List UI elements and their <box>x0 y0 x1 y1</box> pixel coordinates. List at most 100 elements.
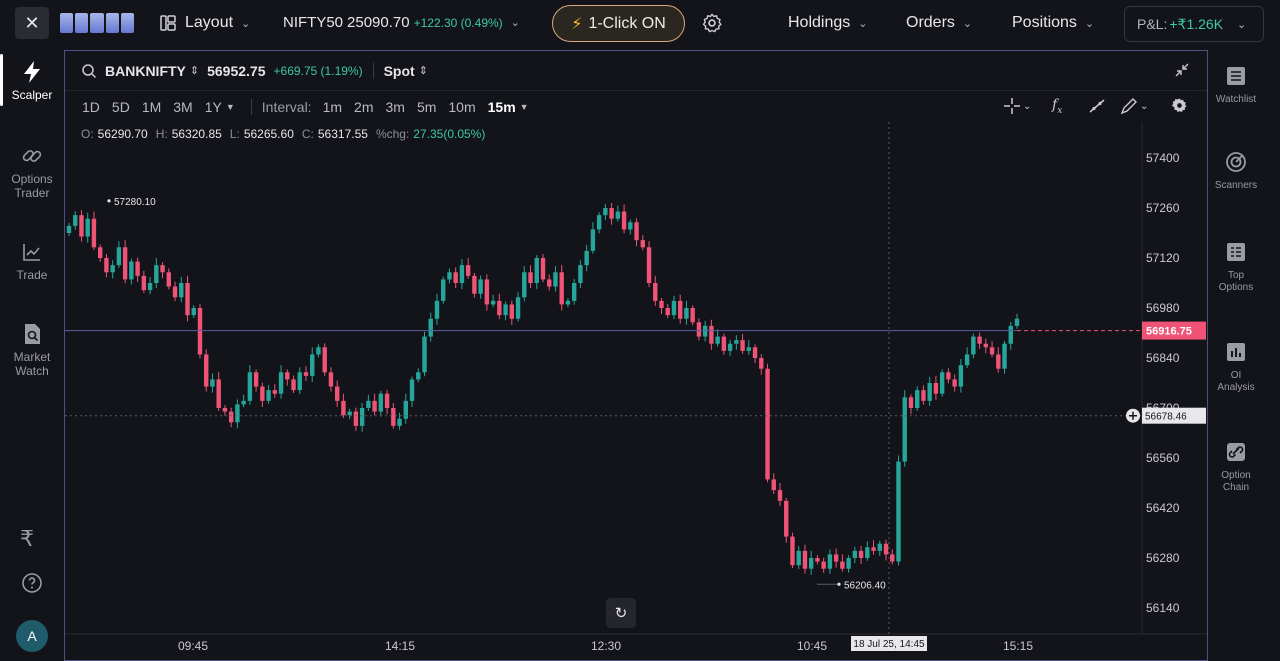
nav-top-options[interactable]: Top Options <box>1210 240 1262 294</box>
one-click-toggle[interactable]: ⚡ 1-Click ON <box>552 5 685 42</box>
draw-tool[interactable]: ⌄ <box>1120 97 1148 115</box>
positions-menu[interactable]: Positions ⌄ <box>1012 14 1094 32</box>
nav-option-chain[interactable]: Option Chain <box>1210 440 1262 494</box>
nav-options-trader[interactable]: Options Trader <box>0 144 64 200</box>
candle <box>883 539 889 561</box>
interval-10m[interactable]: 10m <box>448 99 476 115</box>
pnl-dropdown[interactable]: P&L: +₹1.26K ⌄ <box>1124 6 1264 42</box>
candle <box>166 268 171 290</box>
candle <box>353 407 359 431</box>
candle <box>204 349 209 392</box>
chevron-down-icon[interactable]: ▼ <box>519 102 529 112</box>
candle <box>422 331 427 377</box>
candle <box>721 333 727 355</box>
interval-active[interactable]: 15m <box>487 99 516 115</box>
symbol-header: BANKNIFTY ⇕ 56952.75 +669.75 (1.19%) Spo… <box>65 51 1207 91</box>
crosshair-tool[interactable]: ⌄ <box>1003 97 1031 115</box>
candle <box>472 273 477 298</box>
candle <box>228 407 234 428</box>
interval-1m[interactable]: 1m <box>322 99 343 115</box>
timeframe-5d[interactable]: 5D <box>111 99 130 115</box>
candle <box>490 294 496 308</box>
candle <box>702 320 708 342</box>
candlestick-chart[interactable]: 5740057260571205698056840567005656056420… <box>65 122 1207 660</box>
collapse-icon[interactable] <box>1175 63 1189 77</box>
candle <box>653 275 658 306</box>
refresh-button[interactable]: ↻ <box>606 598 636 628</box>
candle <box>328 367 334 392</box>
high-marker <box>107 199 111 203</box>
candle <box>584 244 589 272</box>
close-button[interactable]: ✕ <box>15 7 49 39</box>
nav-oi-analysis[interactable]: OI Analysis <box>1210 340 1262 394</box>
candle <box>871 540 876 555</box>
chain-icon <box>1227 443 1245 461</box>
chevron-down-icon: ⌄ <box>1084 17 1095 30</box>
candle <box>571 279 577 305</box>
help-icon[interactable] <box>21 572 43 599</box>
candle <box>372 393 377 416</box>
chart-toolbar: 1D 5D 1M 3M 1Y ▼ Interval: 1m 2m 3m 5m 1… <box>65 92 1207 122</box>
holdings-menu[interactable]: Holdings ⌄ <box>788 14 867 32</box>
candle <box>671 295 677 320</box>
candle <box>615 205 621 222</box>
chart-settings-button[interactable] <box>1171 97 1188 114</box>
refresh-icon: ↻ <box>614 605 628 622</box>
candle <box>359 403 365 432</box>
rupee-icon[interactable]: ₹ <box>20 526 34 551</box>
nav-watchlist[interactable]: Watchlist <box>1210 64 1262 106</box>
sort-icon[interactable]: ⇕ <box>418 65 428 77</box>
avatar[interactable]: A <box>16 620 48 652</box>
candle <box>73 211 78 230</box>
chevron-down-icon: ⌄ <box>1237 18 1247 31</box>
candle <box>989 341 995 358</box>
nav-trade[interactable]: Trade <box>0 240 64 282</box>
interval-5m[interactable]: 5m <box>416 99 437 115</box>
timeframe-1y[interactable]: 1Y <box>204 99 222 115</box>
candle <box>116 241 122 268</box>
chevron-down-icon[interactable]: ▼ <box>225 102 235 112</box>
nav-scanners[interactable]: Scanners <box>1210 150 1262 192</box>
candle <box>453 267 458 288</box>
timeframe-1m[interactable]: 1M <box>141 99 162 115</box>
orders-menu[interactable]: Orders ⌄ <box>906 14 972 32</box>
x-tick-label: 09:45 <box>178 639 208 653</box>
sort-icon[interactable]: ⇕ <box>189 65 200 77</box>
symbol-name[interactable]: BANKNIFTY <box>105 62 186 79</box>
candle <box>833 548 839 568</box>
search-icon[interactable] <box>81 63 97 79</box>
candle <box>197 304 203 359</box>
candle <box>590 222 596 254</box>
link-icon <box>20 144 44 168</box>
candle <box>122 240 128 284</box>
nav-scalper[interactable]: Scalper <box>0 54 64 106</box>
segment-select[interactable]: Spot <box>383 62 415 79</box>
nav-market-watch[interactable]: Market Watch <box>0 322 64 378</box>
crosshair-time-badge <box>851 636 927 651</box>
candle <box>91 211 97 251</box>
crosshair-add-button[interactable] <box>1126 408 1140 423</box>
candle <box>865 541 870 561</box>
timeframe-1d[interactable]: 1D <box>82 99 100 115</box>
settings-gear-icon[interactable] <box>701 12 723 34</box>
layout-dropdown[interactable]: Layout ⌄ <box>159 14 250 32</box>
candle <box>160 262 165 279</box>
nav-label: Option Chain <box>1221 470 1251 493</box>
indicators-tool[interactable]: fx <box>1052 97 1062 116</box>
candle <box>802 544 808 574</box>
chevron-down-icon: ⌄ <box>1140 100 1149 112</box>
index-ticker[interactable]: NIFTY50 25090.70 +122.30 (0.49%) ⌄ <box>283 14 520 31</box>
candle <box>958 359 964 393</box>
timeframe-3m[interactable]: 3M <box>173 99 193 115</box>
ohlc-close-label: C: <box>301 127 314 141</box>
candle <box>135 257 140 282</box>
candle <box>260 382 265 407</box>
interval-2m[interactable]: 2m <box>354 99 374 115</box>
close-icon: ✕ <box>24 12 40 33</box>
trendline-tool[interactable] <box>1088 97 1106 115</box>
candle <box>222 405 228 416</box>
symbol-price: 56952.75 <box>207 62 266 79</box>
candle <box>902 390 907 467</box>
crosshair-icon <box>1004 98 1020 114</box>
interval-3m[interactable]: 3m <box>385 99 405 115</box>
